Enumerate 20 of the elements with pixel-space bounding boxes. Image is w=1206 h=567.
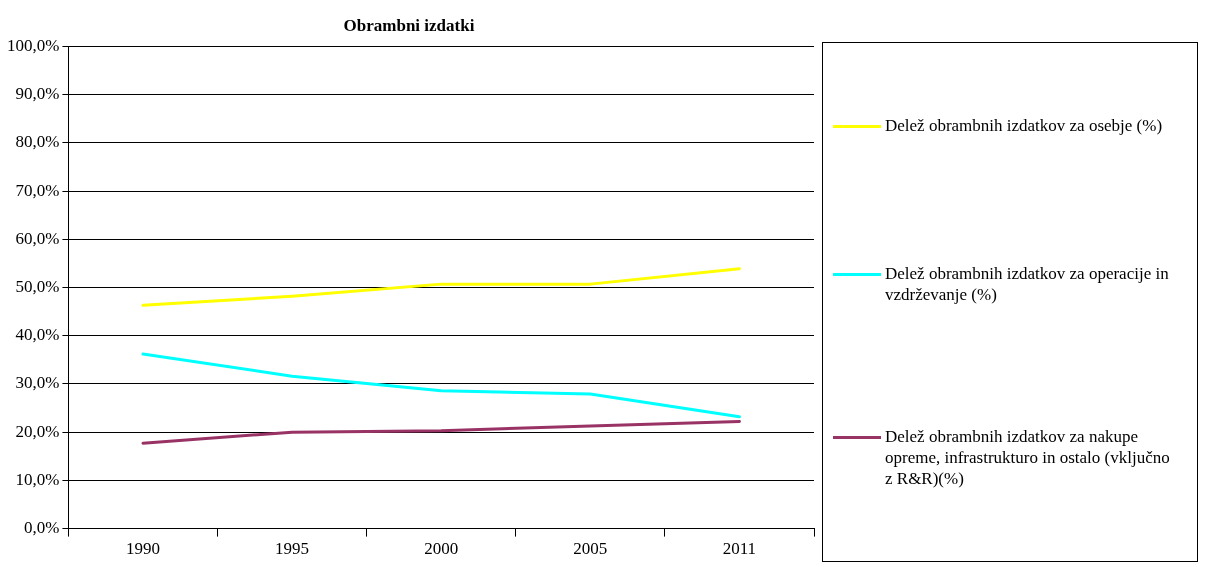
x-tick-label: 2000 [424, 539, 459, 559]
y-tick-label: 50,0% [15, 276, 60, 296]
y-tick-label: 20,0% [15, 421, 60, 441]
y-tick-label: 60,0% [15, 228, 60, 248]
legend-label: Delež obrambnih izdatkov za operacije in vzdrževanje (%) [884, 263, 1170, 305]
y-tick-label: 40,0% [15, 325, 60, 345]
legend-label: Delež obrambnih izdatkov za nakupe opreme, infrastrukturo in ostalo (vključno z R&R)(%) [884, 426, 1171, 489]
x-tick-label: 1990 [125, 539, 160, 559]
y-tick-label: 0,0% [23, 518, 60, 538]
x-tick-label: 1995 [275, 539, 310, 559]
y-tick-label: 70,0% [15, 180, 60, 200]
legend-label: Delež obrambnih izdatkov za osebje (%) [884, 115, 1164, 136]
y-tick-label: 80,0% [15, 132, 60, 152]
x-tick-label: 2005 [573, 539, 608, 559]
y-tick-label: 10,0% [15, 469, 60, 489]
y-tick-label: 90,0% [15, 84, 60, 104]
y-tick-label: 100,0% [6, 35, 60, 55]
y-tick-label: 30,0% [15, 373, 60, 393]
x-tick-label: 2011 [722, 539, 757, 559]
chart-title: Obrambni izdatki [343, 15, 475, 35]
